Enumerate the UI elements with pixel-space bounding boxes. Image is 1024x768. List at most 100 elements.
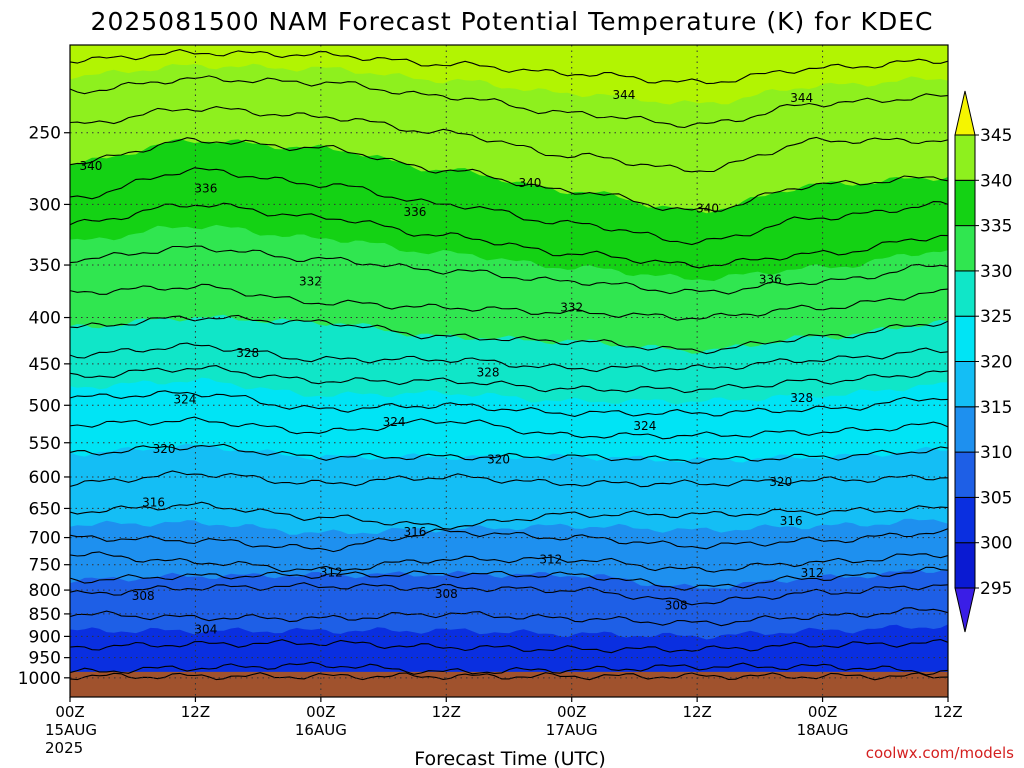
y-tick-label: 700	[29, 529, 61, 549]
colorbar-swatch	[954, 406, 976, 453]
colorbar-swatch	[954, 225, 976, 272]
x-tick-label: 00Z	[808, 703, 837, 721]
y-tick-label: 800	[29, 581, 61, 601]
y-tick-label: 850	[29, 605, 61, 625]
chart-title: 2025081500 NAM Forecast Potential Temper…	[91, 7, 934, 36]
y-tick-label: 950	[29, 649, 61, 669]
colorbar-swatch	[954, 315, 976, 363]
colorbar-arrow-high	[954, 90, 976, 136]
x-tick-label: 15AUG	[45, 721, 97, 739]
y-tick-label: 650	[29, 499, 61, 519]
contour-label: 336	[403, 205, 426, 219]
contour-label: 340	[696, 201, 719, 215]
contour-label: 336	[759, 272, 782, 286]
colorbar-tick-label: 310	[980, 443, 1012, 463]
colorbar-tick-label: 330	[980, 262, 1012, 282]
contour-label: 312	[539, 552, 562, 566]
y-tick-label: 400	[29, 309, 61, 329]
isentrope-line	[70, 314, 948, 355]
x-tick-label: 12Z	[933, 703, 962, 721]
isentrope-line	[70, 202, 948, 269]
y-tick-label: 300	[29, 195, 61, 215]
plot-area	[70, 45, 948, 697]
band-fill	[70, 45, 948, 105]
x-tick-label: 12Z	[432, 703, 461, 721]
y-tick-label: 750	[29, 556, 61, 576]
isentrope-line	[70, 49, 948, 85]
contour-label: 316	[142, 495, 165, 509]
contour-label: 320	[487, 453, 510, 467]
contour-label: 336	[194, 181, 217, 195]
colorbar-swatch	[954, 542, 976, 589]
isentrope-line	[70, 245, 948, 295]
isentrope-line	[70, 106, 948, 173]
x-tick-label: 12Z	[682, 703, 711, 721]
y-tick-label: 250	[29, 124, 61, 144]
x-tick-label: 16AUG	[295, 721, 347, 739]
colorbar-tick-label: 315	[980, 398, 1012, 418]
ground-layer	[70, 671, 948, 697]
contour-label: 308	[435, 587, 458, 601]
y-tick-label: 450	[29, 355, 61, 375]
colorbar-tick-label: 325	[980, 307, 1012, 327]
contour-label: 340	[518, 176, 541, 190]
y-axis: 2503003504004505005506006507007508008509…	[18, 124, 70, 689]
x-tick-label: 12Z	[181, 703, 210, 721]
isentropes	[70, 49, 948, 681]
isentrope-line	[70, 137, 948, 212]
filled-bands	[70, 45, 948, 697]
plot-frame	[69, 44, 949, 698]
x-tick-label: 00Z	[55, 703, 84, 721]
grid-lines	[70, 45, 948, 697]
contour-label: 324	[633, 419, 656, 433]
y-tick-label: 600	[29, 468, 61, 488]
isentrope-line	[70, 672, 948, 681]
isentrope-line	[70, 528, 948, 553]
contour-label: 308	[665, 598, 688, 612]
colorbar-swatch	[954, 496, 976, 544]
isentrope-line	[70, 365, 948, 394]
contour-label: 320	[769, 475, 792, 489]
colorbar-tick-label: 320	[980, 353, 1012, 373]
x-tick-label: 18AUG	[797, 721, 849, 739]
isentrope-line	[70, 416, 948, 440]
isentrope-line	[70, 443, 948, 464]
contour-label: 312	[801, 566, 824, 580]
contour-label: 340	[79, 159, 102, 173]
contour-label: 312	[320, 565, 343, 579]
isentrope-line	[70, 283, 948, 321]
contour-label: 304	[194, 622, 217, 636]
colorbar-tick-label: 300	[980, 534, 1012, 554]
contour-label: 332	[560, 301, 583, 315]
x-tick-label: 00Z	[557, 703, 586, 721]
contour-label: 344	[790, 91, 813, 105]
y-tick-label: 900	[29, 627, 61, 647]
contour-label: 328	[790, 391, 813, 405]
credit-text: coolwx.com/models	[866, 744, 1014, 762]
isentrope-line	[70, 390, 948, 417]
colorbar-swatch	[954, 134, 976, 181]
x-tick-label: 17AUG	[546, 721, 598, 739]
ground-band	[70, 671, 948, 697]
colorbar-swatch	[954, 179, 976, 227]
contour-label: 328	[236, 346, 259, 360]
isentrope-line	[70, 75, 948, 129]
colorbar-arrow-low	[954, 587, 976, 633]
colorbar: 295 300 305 310 315 320 325 330 335 340 345	[954, 90, 1012, 633]
x-tick-label: 2025	[45, 739, 83, 757]
y-tick-label: 500	[29, 396, 61, 416]
isentrope-line	[70, 607, 948, 627]
isentrope-line	[70, 661, 948, 676]
contour-label-group: 340 336 336 340 344 344 340 336 332 332 328 328 328 3…	[79, 88, 823, 637]
isentrope-line	[70, 582, 948, 606]
colorbar-tick-label: 305	[980, 488, 1012, 508]
colorbar-tick-label: 345	[980, 126, 1012, 146]
contour-label: 308	[132, 589, 155, 603]
colorbar-swatch	[954, 451, 976, 498]
colorbar-swatch	[954, 361, 976, 408]
contour-label: 332	[299, 275, 322, 289]
colorbar-tick-label: 340	[980, 171, 1012, 191]
isentrope-line	[70, 470, 948, 488]
